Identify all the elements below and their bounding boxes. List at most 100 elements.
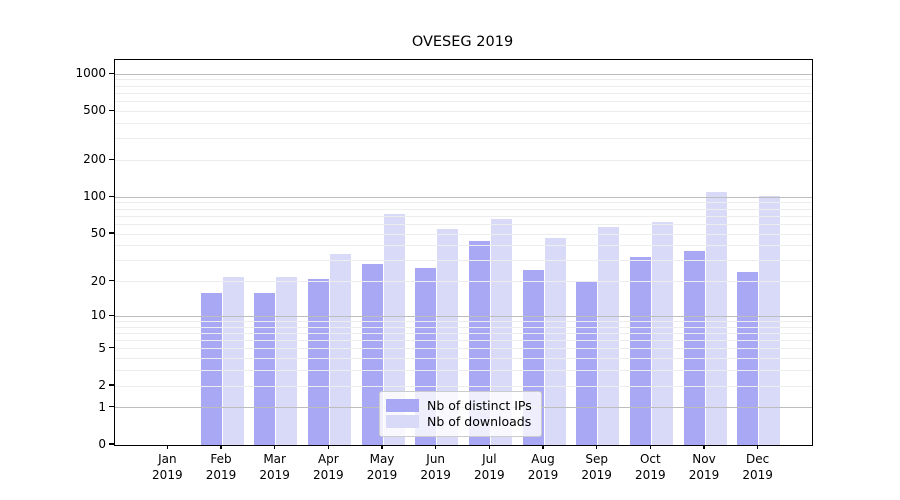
minor-gridline xyxy=(115,340,812,342)
bar-downloads xyxy=(651,221,673,445)
minor-gridline xyxy=(115,385,812,387)
bar-downloads xyxy=(222,276,244,445)
x-tick-label-year: 2019 xyxy=(635,467,666,482)
x-tick-label-month: Oct xyxy=(639,452,661,466)
y-tick-mark xyxy=(109,232,114,234)
minor-gridline xyxy=(115,85,812,87)
x-tick-label-month: Feb xyxy=(210,452,232,466)
x-tick-label: Oct 2019 xyxy=(620,452,680,483)
x-tick-mark xyxy=(703,445,705,450)
x-tick-label-year: 2019 xyxy=(581,467,612,482)
x-tick-label: Mar 2019 xyxy=(245,452,305,483)
x-tick-label-year: 2019 xyxy=(259,467,290,482)
x-tick-label: May 2019 xyxy=(352,452,412,483)
y-tick-mark xyxy=(109,406,114,408)
minor-gridline xyxy=(115,348,812,350)
y-tick-label: 50 xyxy=(90,226,106,241)
major-gridline xyxy=(115,196,812,198)
y-tick-label: 2 xyxy=(98,378,106,393)
y-tick-mark xyxy=(109,195,114,197)
y-tick-label: 10 xyxy=(90,308,106,323)
x-tick-label-year: 2019 xyxy=(688,467,720,482)
y-tick-mark xyxy=(109,72,114,74)
x-tick-label-year: 2019 xyxy=(474,467,505,482)
minor-gridline xyxy=(115,202,812,204)
minor-gridline xyxy=(115,358,812,360)
minor-gridline xyxy=(115,332,812,334)
y-tick-label: 1000 xyxy=(75,66,106,81)
x-tick-mark xyxy=(542,445,544,450)
bar-downloads xyxy=(705,192,727,445)
x-tick-label-year: 2019 xyxy=(313,467,344,482)
x-tick-label: Nov 2019 xyxy=(674,452,734,483)
bar-distinct-ips xyxy=(200,292,222,445)
minor-gridline xyxy=(115,122,812,124)
x-tick-label-month: Dec xyxy=(746,452,770,466)
x-tick-label-month: Sep xyxy=(585,452,608,466)
x-tick-label: Jun 2019 xyxy=(406,452,466,483)
y-tick-mark xyxy=(109,443,114,445)
x-tick-mark xyxy=(274,445,276,450)
bar-distinct-ips xyxy=(683,251,705,445)
bar-distinct-ips xyxy=(307,279,329,445)
y-tick-label: 5 xyxy=(98,340,106,355)
minor-gridline xyxy=(115,233,812,235)
x-tick-label-year: 2019 xyxy=(420,467,451,482)
y-tick-label: 500 xyxy=(83,103,106,118)
bar-distinct-ips xyxy=(576,281,598,445)
minor-gridline xyxy=(115,370,812,372)
x-tick-label-year: 2019 xyxy=(527,467,559,482)
x-tick-label-year: 2019 xyxy=(205,467,237,482)
y-tick-label: 1 xyxy=(98,399,106,414)
x-tick-mark xyxy=(435,445,437,450)
bar-downloads xyxy=(544,238,566,445)
bar-downloads xyxy=(598,227,620,445)
minor-gridline xyxy=(115,320,812,322)
bar-downloads xyxy=(276,276,298,445)
legend-item-distinct-ips: Nb of distinct IPs xyxy=(386,398,532,413)
x-tick-label-month: Mar xyxy=(263,452,286,466)
legend-swatch-downloads xyxy=(386,415,419,428)
y-tick-mark xyxy=(109,158,114,161)
chart-title: OVESEG 2019 xyxy=(411,34,514,50)
minor-gridline xyxy=(115,223,812,225)
bars-layer xyxy=(115,60,812,445)
x-tick-label-month: Jan xyxy=(158,452,177,466)
bar-downloads xyxy=(759,196,781,445)
x-tick-label-year: 2019 xyxy=(742,467,773,482)
x-tick-mark xyxy=(488,445,490,450)
legend-item-downloads: Nb of downloads xyxy=(386,414,532,429)
y-tick-mark xyxy=(109,109,114,112)
major-gridline xyxy=(115,73,812,75)
x-tick-label: Jul 2019 xyxy=(459,452,519,483)
minor-gridline xyxy=(115,159,812,161)
x-tick-mark xyxy=(166,445,168,450)
minor-gridline xyxy=(115,110,812,112)
minor-gridline xyxy=(115,326,812,328)
bar-distinct-ips xyxy=(737,272,759,445)
x-tick-mark xyxy=(327,445,329,450)
x-tick-label: Dec 2019 xyxy=(728,452,788,483)
y-tick-mark xyxy=(109,314,114,316)
bar-downloads xyxy=(329,254,351,445)
x-tick-label-month: Jun xyxy=(426,452,446,466)
x-tick-label-month: Nov xyxy=(692,452,716,466)
x-tick-label-year: 2019 xyxy=(366,467,398,482)
minor-gridline xyxy=(115,245,812,247)
y-tick-label: 200 xyxy=(83,152,106,167)
major-gridline xyxy=(115,315,812,317)
y-tick-label: 20 xyxy=(90,273,106,288)
x-tick-mark xyxy=(757,445,759,450)
x-tick-mark xyxy=(649,445,651,450)
minor-gridline xyxy=(115,101,812,103)
x-tick-label: Sep 2019 xyxy=(567,452,627,483)
minor-gridline xyxy=(115,79,812,81)
x-tick-mark xyxy=(596,445,598,450)
y-tick-label: 100 xyxy=(83,189,106,204)
bar-distinct-ips xyxy=(629,257,651,445)
minor-gridline xyxy=(115,260,812,262)
legend-label-distinct-ips: Nb of distinct IPs xyxy=(427,398,532,413)
plot-area: Nb of distinct IPs Nb of downloads xyxy=(114,59,813,446)
y-tick-mark xyxy=(109,347,114,349)
